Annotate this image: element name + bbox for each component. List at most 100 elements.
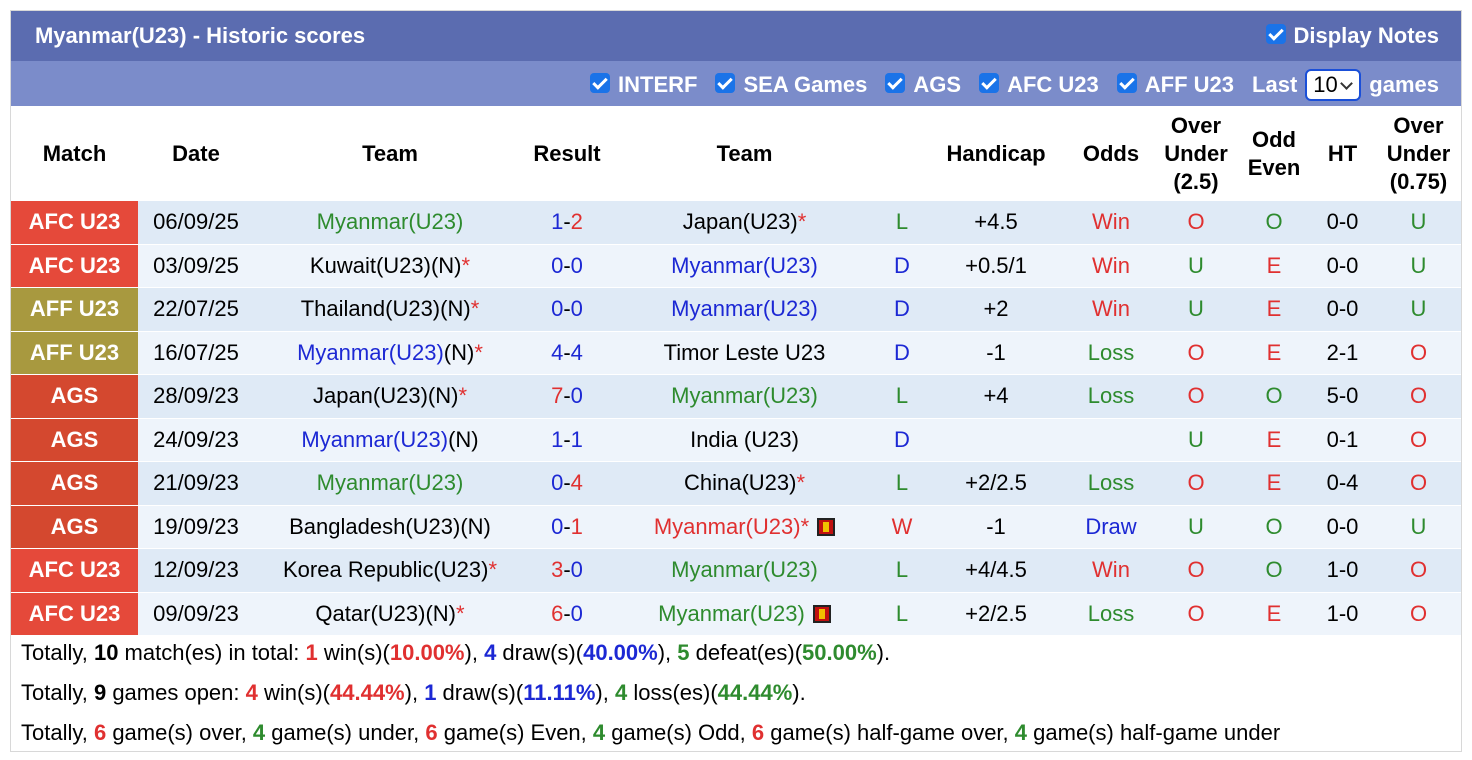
over-under: O bbox=[1153, 201, 1239, 245]
match: AFF U23 bbox=[11, 287, 138, 332]
summary-line: Totally, 10 match(es) in total: 1 win(s)… bbox=[21, 633, 1280, 673]
score-away: 0 bbox=[570, 557, 583, 583]
team-tag: (N) bbox=[448, 426, 479, 452]
score-home: 7 bbox=[551, 383, 564, 409]
handicap: -1 bbox=[923, 331, 1069, 375]
checkbox[interactable] bbox=[979, 73, 1000, 93]
red-card bbox=[817, 517, 836, 536]
title: Myanmar(U23) - Historic scores bbox=[35, 23, 366, 48]
last-label: Last bbox=[1252, 72, 1298, 97]
checkbox[interactable] bbox=[885, 73, 906, 93]
filter-label[interactable]: AFF U23 bbox=[1144, 72, 1235, 97]
home-team: Thailand(U23)(N)* bbox=[254, 287, 526, 332]
result: 0-1 bbox=[526, 505, 608, 549]
handicap: +0.5/1 bbox=[923, 244, 1069, 288]
odd-even: O bbox=[1239, 505, 1309, 549]
filter-label[interactable]: SEA Games bbox=[743, 72, 868, 97]
away-team: Myanmar(U23) bbox=[608, 374, 881, 419]
checkbox[interactable] bbox=[590, 73, 611, 93]
summary-text: 6 bbox=[93, 720, 107, 745]
half-time: 0-0 bbox=[1309, 201, 1376, 245]
filters: INTERF SEA Games AGS AFC U23 AFF U23 Last 10 ga… bbox=[590, 69, 1439, 101]
date: 22/07/25 bbox=[138, 287, 254, 332]
last-select[interactable]: 10 bbox=[1305, 69, 1362, 101]
home-team: Kuwait(U23)(N)* bbox=[254, 244, 526, 288]
date: 28/09/23 bbox=[138, 374, 254, 419]
match: AGS bbox=[11, 461, 138, 506]
odd-even: E bbox=[1239, 331, 1309, 375]
filter-label[interactable]: AFC U23 bbox=[1007, 72, 1099, 97]
handicap: -1 bbox=[923, 505, 1069, 549]
result: 3-0 bbox=[526, 548, 608, 593]
match: AFC U23 bbox=[11, 201, 138, 245]
over-under-ht: U bbox=[1376, 201, 1461, 245]
home-team: Myanmar(U23) bbox=[254, 461, 526, 506]
summary-text: 44.44% bbox=[717, 680, 793, 705]
summary-text: 10 bbox=[93, 640, 119, 665]
summary-text: 1 bbox=[424, 680, 437, 705]
result: 7-0 bbox=[526, 374, 608, 419]
summary-text: 4 bbox=[252, 720, 266, 745]
odds: Loss bbox=[1069, 592, 1153, 636]
row: AFC U23 12/09/23 Korea Republic(U23)* 3-0 My… bbox=[11, 548, 1461, 593]
handicap: +4/4.5 bbox=[923, 548, 1069, 593]
column-header: Odds bbox=[1082, 140, 1140, 166]
score-away: 1 bbox=[570, 426, 583, 452]
over-under: O bbox=[1153, 548, 1239, 593]
summary-text: 4 bbox=[484, 640, 497, 665]
checkbox[interactable] bbox=[1265, 24, 1286, 44]
filter[interactable]: AGS bbox=[885, 72, 961, 98]
checkbox[interactable] bbox=[715, 73, 736, 93]
team-name: Myanmar(U23) bbox=[653, 513, 801, 539]
outcome: D bbox=[881, 331, 923, 375]
result: 0-0 bbox=[526, 287, 608, 332]
odds: Loss bbox=[1069, 374, 1153, 419]
team-name: Myanmar(U23) bbox=[297, 339, 444, 365]
column-header: Result bbox=[533, 140, 601, 166]
filter-label[interactable]: INTERF bbox=[618, 72, 698, 97]
team-tag: (N) bbox=[430, 252, 462, 278]
summary-text: ), bbox=[464, 640, 485, 665]
red-card bbox=[812, 604, 831, 623]
filter[interactable]: INTERF bbox=[590, 72, 697, 98]
result: 6-0 bbox=[526, 592, 608, 636]
away-team: Myanmar(U23)* bbox=[608, 505, 881, 549]
team-tag: (N) bbox=[460, 513, 491, 539]
match: AFF U23 bbox=[11, 331, 138, 375]
odds: Loss bbox=[1069, 331, 1153, 375]
team-star: * bbox=[456, 600, 465, 626]
row: AGS 19/09/23 Bangladesh(U23)(N) 0-1 Myanmar(… bbox=[11, 505, 1461, 549]
summary-text: Totally, bbox=[21, 640, 94, 665]
summary-text: 11.11% bbox=[523, 680, 596, 705]
column-header: Handicap bbox=[946, 140, 1046, 166]
half-time: 0-0 bbox=[1309, 505, 1376, 549]
match: AGS bbox=[11, 505, 138, 549]
display-notes[interactable]: Display Notes bbox=[1265, 23, 1440, 49]
score-home: 0 bbox=[551, 513, 564, 539]
outcome: L bbox=[881, 592, 923, 636]
team-name: Myanmar(U23) bbox=[671, 296, 818, 322]
score-sep: - bbox=[563, 600, 571, 626]
team-name: Bangladesh(U23) bbox=[289, 513, 461, 539]
summary-text: defeat(es)( bbox=[689, 640, 803, 665]
filter-label[interactable]: AGS bbox=[913, 72, 962, 97]
checkbox[interactable] bbox=[1116, 73, 1137, 93]
display-notes-label[interactable]: Display Notes bbox=[1293, 23, 1440, 48]
home-team: Qatar(U23)(N)* bbox=[254, 592, 526, 636]
team-star: * bbox=[474, 339, 483, 365]
over-under: U bbox=[1153, 244, 1239, 288]
outcome: L bbox=[881, 201, 923, 245]
filter[interactable]: AFC U23 bbox=[979, 72, 1099, 98]
games-label: games bbox=[1369, 72, 1439, 97]
team-name: Qatar(U23) bbox=[315, 600, 426, 626]
summary-text: Totally, bbox=[21, 680, 94, 705]
summary-text: 6 bbox=[425, 720, 438, 745]
row: AFC U23 09/09/23 Qatar(U23)(N)* 6-0 Myanmar(… bbox=[11, 592, 1461, 636]
score-home: 1 bbox=[551, 209, 564, 235]
team-star: * bbox=[461, 252, 471, 278]
team-name: Myanmar(U23) bbox=[316, 470, 464, 496]
filter[interactable]: SEA Games bbox=[715, 72, 867, 98]
filter[interactable]: AFF U23 bbox=[1116, 72, 1235, 98]
away-team: Myanmar(U23) bbox=[608, 244, 881, 288]
